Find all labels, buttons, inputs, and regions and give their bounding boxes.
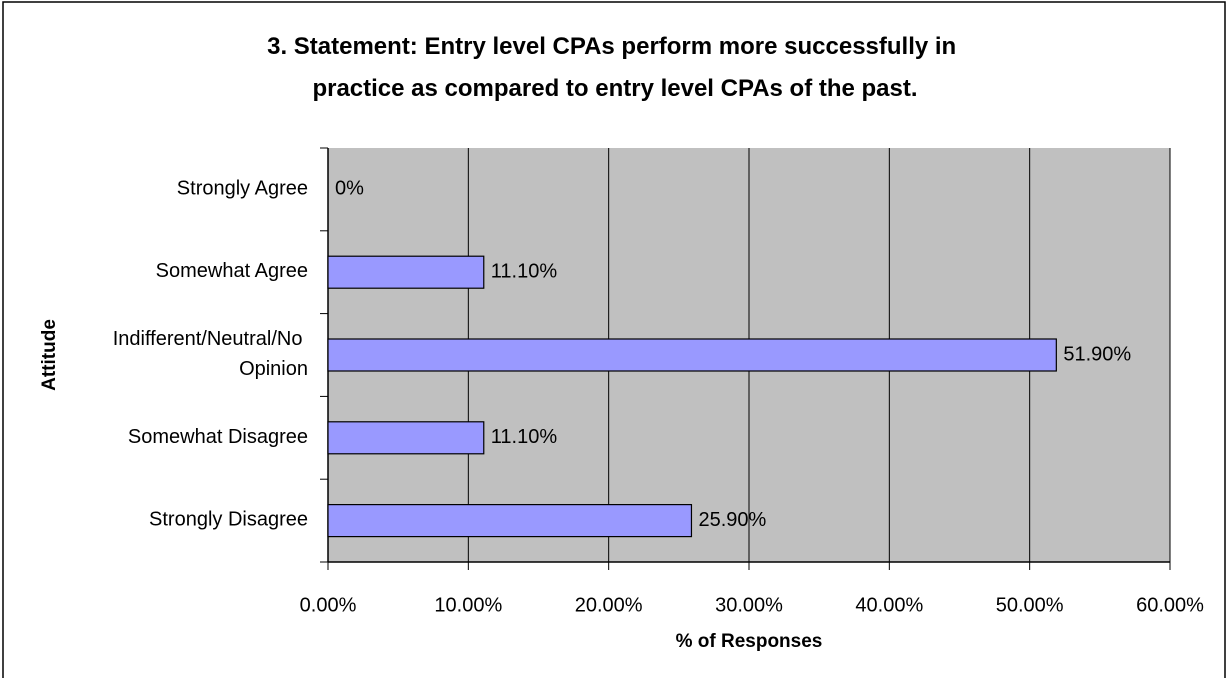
- x-tick-label: 20.00%: [575, 594, 643, 616]
- x-tick-label: 50.00%: [996, 594, 1064, 616]
- value-label: 0%: [335, 178, 364, 200]
- bar: [327, 421, 485, 455]
- y-axis-title: Attitude: [39, 319, 60, 391]
- x-tick-label: 10.00%: [434, 594, 502, 616]
- y-tick-label: Somewhat Disagree: [128, 426, 308, 448]
- x-axis-title: % of Responses: [676, 631, 823, 652]
- x-tick-label: 40.00%: [855, 594, 923, 616]
- value-label: 11.10%: [491, 426, 558, 448]
- x-tick-label: 30.00%: [715, 594, 783, 616]
- y-tick-label: Strongly Disagree: [149, 509, 308, 531]
- x-tick-label: 60.00%: [1136, 594, 1204, 616]
- y-tick-label: Somewhat Agree: [156, 260, 308, 282]
- x-tick-label: 0.00%: [300, 594, 357, 616]
- bar: [327, 504, 693, 538]
- chart-title: 3. Statement: Entry level CPAs perform m…: [267, 33, 963, 102]
- value-label: 51.90%: [1063, 343, 1131, 365]
- value-label: 11.10%: [491, 260, 558, 282]
- y-tick-label: Indifferent/Neutral/No Opinion: [113, 328, 308, 380]
- y-tick-label: Strongly Agree: [177, 178, 308, 200]
- bar: [327, 338, 1057, 372]
- value-label: 25.90%: [698, 509, 766, 531]
- bar: [327, 255, 485, 289]
